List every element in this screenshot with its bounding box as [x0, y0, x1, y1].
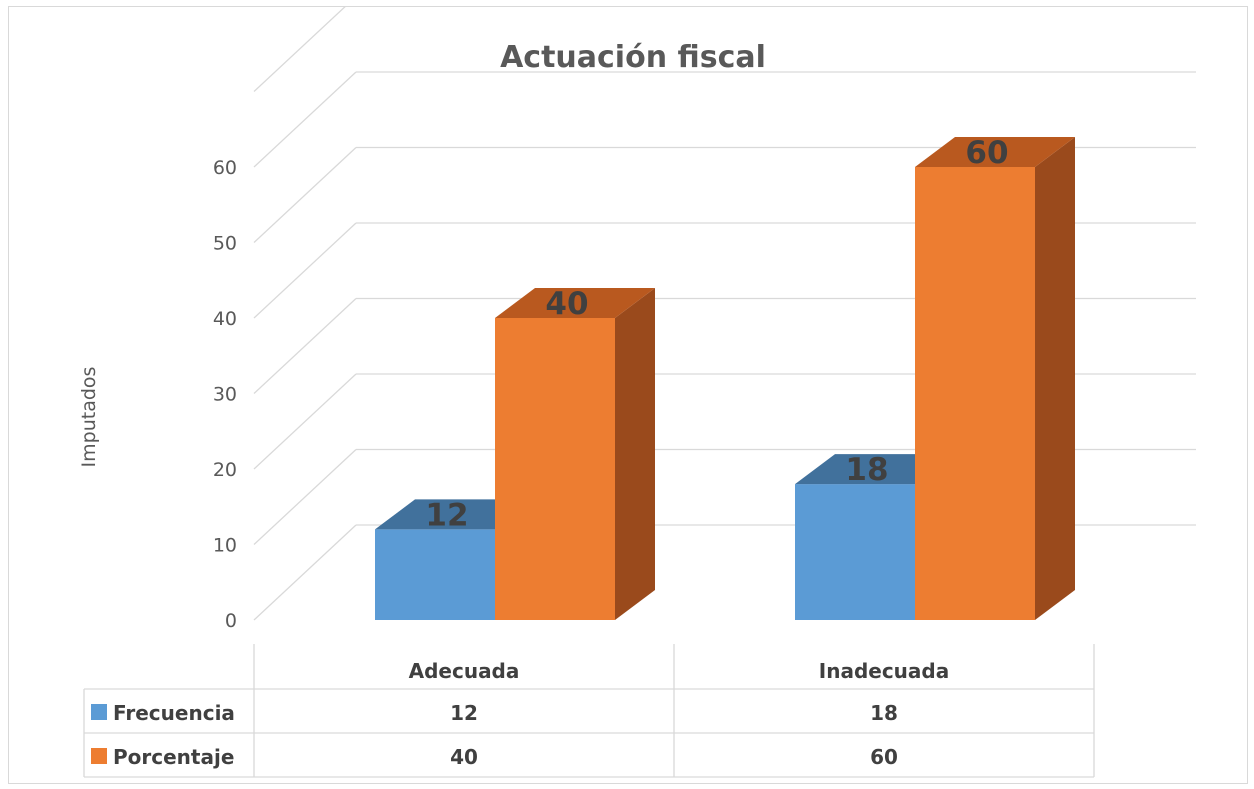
y-tick-label: 40 — [213, 308, 237, 330]
category-label: Inadecuada — [819, 659, 949, 683]
category-label: Adecuada — [409, 659, 520, 683]
table-cell: 60 — [870, 745, 898, 769]
gridline-side — [253, 147, 357, 243]
gridline-side — [253, 7, 346, 92]
y-axis-label: Imputados — [78, 367, 100, 468]
chart-title: Actuación fiscal — [500, 40, 766, 75]
legend-swatch-frecuencia — [91, 704, 107, 720]
table-cell: 18 — [870, 701, 898, 725]
gridline-side — [253, 298, 357, 394]
bar-frecuencia-inadecuada — [795, 484, 915, 620]
legend-swatch-porcentaje — [91, 748, 107, 764]
y-tick-label: 60 — [213, 157, 237, 179]
chart-svg: Actuación fiscal 0 10 20 30 40 50 60 Imputados… — [78, 7, 1196, 778]
data-labels: 12 40 18 60 — [425, 135, 1008, 533]
data-label-porcentaje-inadecuada: 60 — [965, 135, 1008, 171]
y-axis-ticks: 0 10 20 30 40 50 60 — [213, 157, 237, 632]
bar-porcentaje-inadecuada-side — [1035, 137, 1075, 620]
gridline-side — [253, 524, 357, 621]
gridline-side — [253, 449, 357, 545]
bar-frecuencia-adecuada — [375, 529, 495, 620]
legend-label-porcentaje: Porcentaje — [113, 745, 234, 769]
table-cell: 40 — [450, 745, 478, 769]
bar-porcentaje-inadecuada-top — [915, 137, 1075, 167]
data-label-frecuencia-adecuada: 12 — [425, 497, 468, 533]
legend-label-frecuencia: Frecuencia — [113, 701, 235, 725]
table-cell: 12 — [450, 701, 478, 725]
data-label-porcentaje-adecuada: 40 — [545, 286, 588, 322]
y-tick-label: 50 — [213, 233, 237, 255]
data-table: Adecuada Inadecuada Frecuencia 12 18 Porcenta… — [83, 644, 1095, 778]
y-tick-label: 20 — [213, 459, 237, 481]
bar-porcentaje-inadecuada — [915, 167, 1035, 620]
gridline-side — [253, 373, 357, 470]
y-tick-label: 0 — [225, 610, 237, 632]
gridline-side — [253, 71, 357, 168]
chart-frame: Actuación fiscal 0 10 20 30 40 50 60 Imputados… — [8, 6, 1248, 784]
bar-porcentaje-adecuada-top — [495, 288, 655, 318]
bar-porcentaje-adecuada — [495, 318, 615, 620]
bars — [375, 137, 1075, 620]
y-tick-label: 30 — [213, 384, 237, 406]
bar-porcentaje-adecuada-side — [615, 288, 655, 620]
y-tick-label: 10 — [213, 535, 237, 557]
gridline-side — [253, 222, 357, 319]
data-label-frecuencia-inadecuada: 18 — [845, 452, 888, 488]
